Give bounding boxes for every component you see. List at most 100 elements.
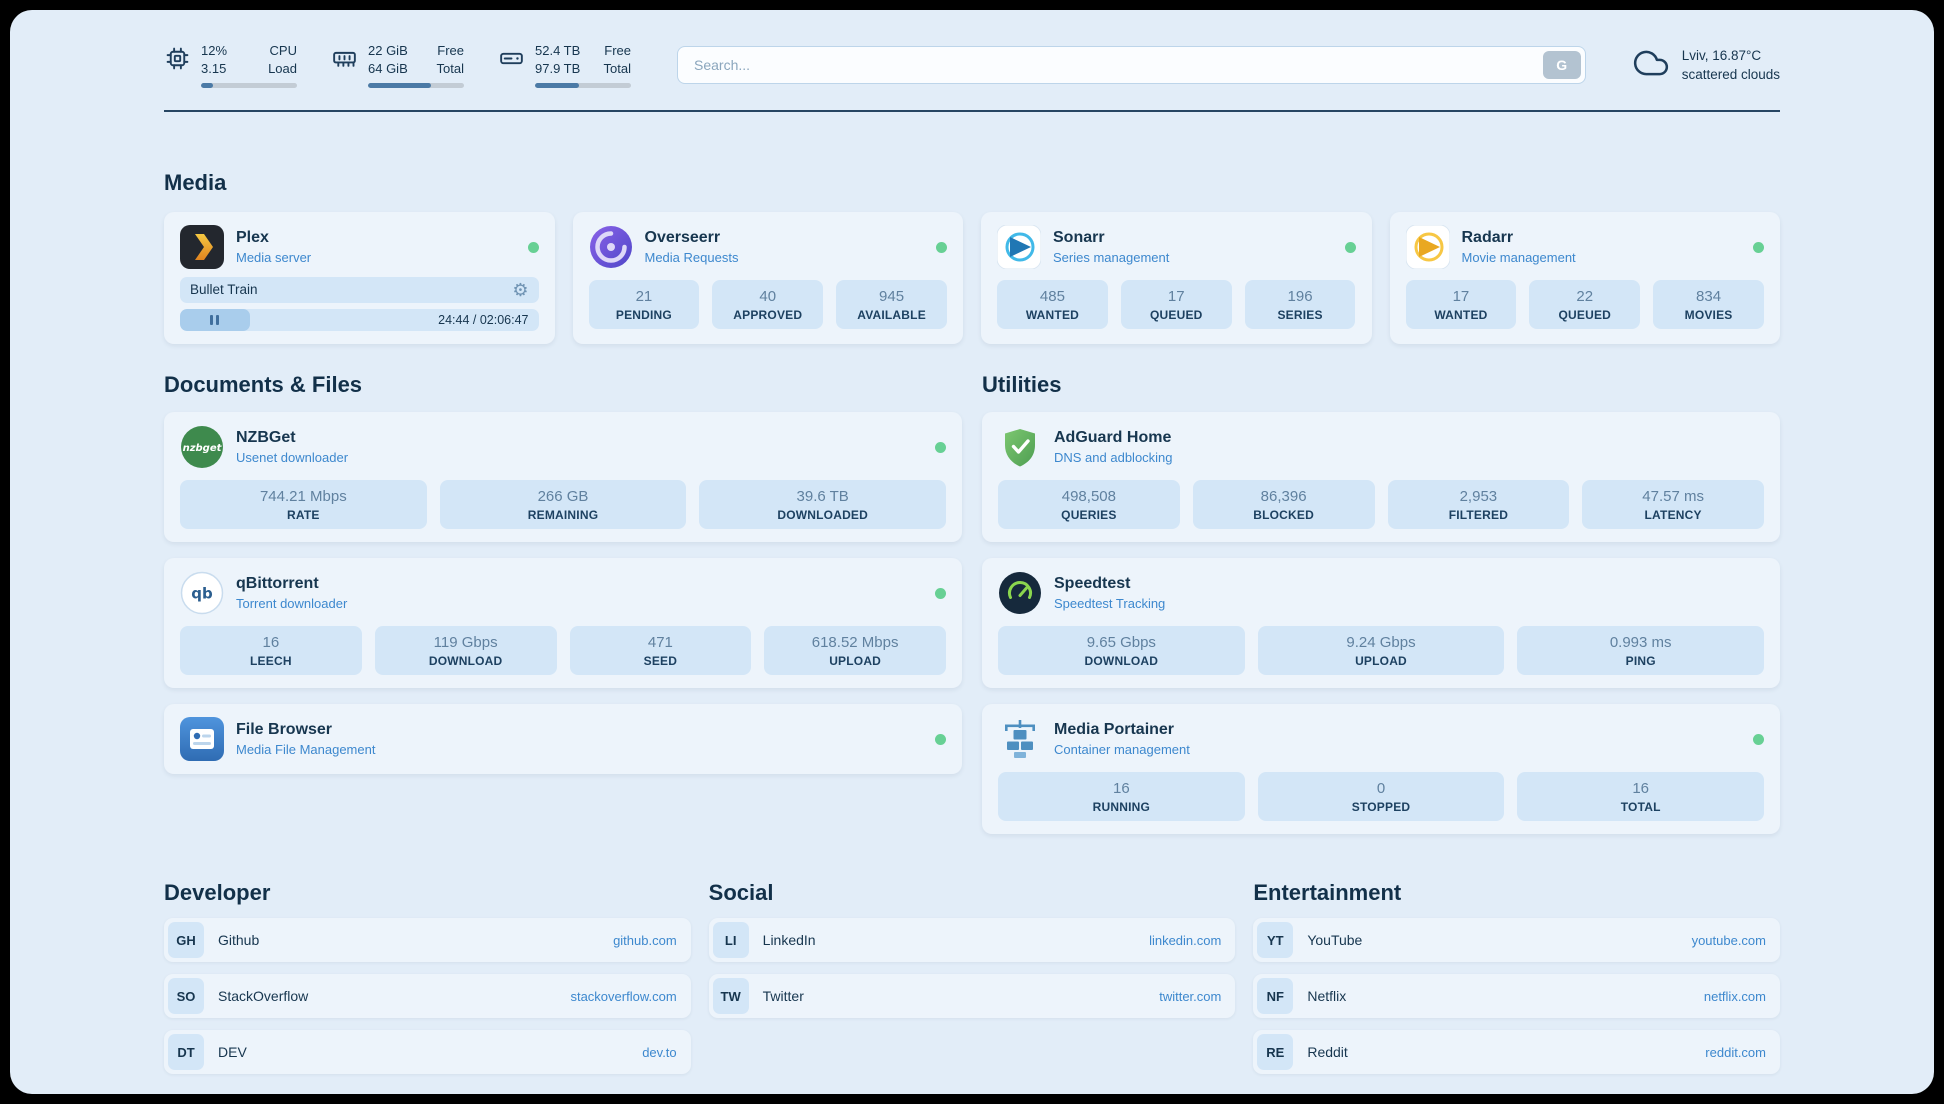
svg-text:qb: qb <box>191 585 213 603</box>
bookmark-youtube[interactable]: YT YouTube youtube.com <box>1253 918 1780 962</box>
stat-label: WANTED <box>1025 308 1080 322</box>
stat-label: FILTERED <box>1448 508 1509 522</box>
stat-tile: 2,953 FILTERED <box>1387 480 1570 529</box>
stat-tile: 17 QUEUED <box>1120 280 1232 329</box>
stat-value: 485 <box>1039 288 1065 305</box>
stat-label: UPLOAD <box>1355 654 1407 668</box>
bookmark-url[interactable]: github.com <box>613 932 677 948</box>
pause-icon[interactable] <box>210 315 220 325</box>
stat-tile: 0 STOPPED <box>1257 772 1505 821</box>
stat-tile: 744.21 Mbps RATE <box>180 480 427 529</box>
documents-section-title: Documents & Files <box>164 372 363 397</box>
now-playing-widget: Bullet Train ⚙ 24:44 / 02:06:47 <box>180 277 539 331</box>
bookmark-name: Netflix <box>1307 988 1347 1004</box>
radarr-card[interactable]: Radarr Movie management 17 WANTED 22 QUE… <box>1389 212 1780 344</box>
bookmark-url[interactable]: stackoverflow.com <box>570 988 677 1004</box>
utilities-section-title: Utilities <box>982 372 1062 397</box>
disk-stat: 52.4 TB Free 97.9 TB Total <box>498 42 631 88</box>
plex-card[interactable]: Plex Media server Bullet Train ⚙ 24:44 <box>164 212 555 344</box>
stat-label: AVAILABLE <box>857 308 926 322</box>
app-name: File Browser <box>236 721 333 738</box>
search-input[interactable] <box>677 46 1586 84</box>
bookmark-url[interactable]: reddit.com <box>1705 1044 1766 1060</box>
dashboard: 12% CPU 3.15 Load 22 GiB <box>10 10 1934 1094</box>
search-provider-button[interactable]: G <box>1542 51 1581 79</box>
bookmark-name: YouTube <box>1307 932 1363 948</box>
svg-text:nzbget: nzbget <box>183 443 223 454</box>
stat-tile: 40 APPROVED <box>712 280 824 329</box>
stat-label: APPROVED <box>733 308 803 322</box>
weather-location: Lviv, 16.87°C <box>1681 48 1762 63</box>
stat-tile: 485 WANTED <box>997 280 1108 329</box>
app-subtitle: Usenet downloader <box>236 450 349 465</box>
stat-label: RATE <box>287 508 320 522</box>
app-name: Plex <box>236 229 269 246</box>
memory-total-label: Total <box>436 61 464 76</box>
stat-value: 0.993 ms <box>1609 634 1672 651</box>
status-dot <box>936 241 947 253</box>
overseerr-card[interactable]: Overseerr Media Requests 21 PENDING 40 A… <box>572 212 963 344</box>
stat-tile: 119 Gbps DOWNLOAD <box>374 626 557 675</box>
stat-value: 21 <box>635 288 653 305</box>
disk-total-value: 97.9 TB <box>535 61 581 76</box>
app-subtitle: DNS and adblocking <box>1054 450 1173 465</box>
adguard-card[interactable]: AdGuard Home DNS and adblocking 498,508 … <box>982 412 1780 542</box>
stat-label: LEECH <box>250 654 292 668</box>
nzbget-icon: nzbget <box>180 425 224 469</box>
bookmark-name: Github <box>218 932 260 948</box>
stat-tile: 39.6 TB DOWNLOADED <box>699 480 947 529</box>
stat-value: 498,508 <box>1061 488 1116 505</box>
utilities-section: Utilities AdGuard Home DNS and adblockin… <box>982 372 1780 834</box>
now-playing-title: Bullet Train <box>190 282 258 297</box>
portainer-card[interactable]: Media Portainer Container management 16 … <box>982 704 1780 834</box>
status-dot <box>1753 733 1764 745</box>
bookmark-stackoverflow[interactable]: SO StackOverflow stackoverflow.com <box>164 974 691 1018</box>
stat-tile: 471 SEED <box>569 626 752 675</box>
cpu-stat: 12% CPU 3.15 Load <box>164 42 297 88</box>
developer-section: Developer GH Github github.com SO StackO… <box>164 880 691 1074</box>
qbittorrent-card[interactable]: qb qBittorrent Torrent downloader 16 <box>164 558 962 688</box>
bookmark-netflix[interactable]: NF Netflix netflix.com <box>1253 974 1780 1018</box>
stat-tile: 21 PENDING <box>588 280 700 329</box>
stat-label: QUERIES <box>1061 508 1117 522</box>
playback-progress-bar[interactable]: 24:44 / 02:06:47 <box>180 309 539 331</box>
system-stats: 12% CPU 3.15 Load 22 GiB <box>164 42 631 88</box>
stat-tile: 16 TOTAL <box>1517 772 1765 821</box>
bookmark-url[interactable]: netflix.com <box>1703 988 1766 1004</box>
speedtest-card[interactable]: Speedtest Speedtest Tracking 9.65 Gbps D… <box>982 558 1780 688</box>
gear-icon[interactable]: ⚙ <box>512 280 529 300</box>
bookmark-twitter[interactable]: TW Twitter twitter.com <box>708 974 1236 1018</box>
bookmark-reddit[interactable]: RE Reddit reddit.com <box>1253 1030 1780 1074</box>
app-name: qBittorrent <box>236 575 319 592</box>
bookmark-url[interactable]: twitter.com <box>1159 988 1222 1004</box>
bookmark-dev[interactable]: DT DEV dev.to <box>164 1030 691 1074</box>
disk-progress-bar <box>535 83 631 88</box>
stat-tile: 9.24 Gbps UPLOAD <box>1257 626 1505 675</box>
stat-label: WANTED <box>1434 308 1488 322</box>
filebrowser-card[interactable]: File Browser Media File Management <box>164 704 962 774</box>
nzbget-card[interactable]: nzbget NZBGet Usenet downloader 744.21 M… <box>164 412 962 542</box>
sonarr-card[interactable]: Sonarr Series management 485 WANTED 17 Q… <box>981 212 1372 344</box>
plex-icon <box>180 225 224 269</box>
status-dot <box>935 587 946 599</box>
header-divider <box>164 110 1780 112</box>
portainer-crane-icon <box>998 717 1042 761</box>
stat-label: RUNNING <box>1092 800 1151 814</box>
sonarr-icon <box>997 225 1041 269</box>
bookmark-url[interactable]: linkedin.com <box>1149 932 1222 948</box>
app-subtitle: Torrent downloader <box>236 596 348 611</box>
bookmark-abbr: LI <box>712 922 749 958</box>
search-bar: G <box>677 46 1586 84</box>
stat-value: 196 <box>1287 288 1313 305</box>
stat-label: DOWNLOADED <box>777 508 869 522</box>
memory-total-value: 64 GiB <box>368 61 408 76</box>
bookmark-url[interactable]: youtube.com <box>1691 932 1766 948</box>
app-subtitle: Media Requests <box>644 250 739 265</box>
stat-label: MOVIES <box>1684 308 1733 322</box>
media-section-title: Media <box>164 170 227 195</box>
bookmark-github[interactable]: GH Github github.com <box>164 918 691 962</box>
bookmark-url[interactable]: dev.to <box>642 1044 677 1060</box>
now-playing-bar: Bullet Train ⚙ <box>180 277 539 303</box>
stat-tile: 16 RUNNING <box>998 772 1245 821</box>
bookmark-linkedin[interactable]: LI LinkedIn linkedin.com <box>708 918 1236 962</box>
